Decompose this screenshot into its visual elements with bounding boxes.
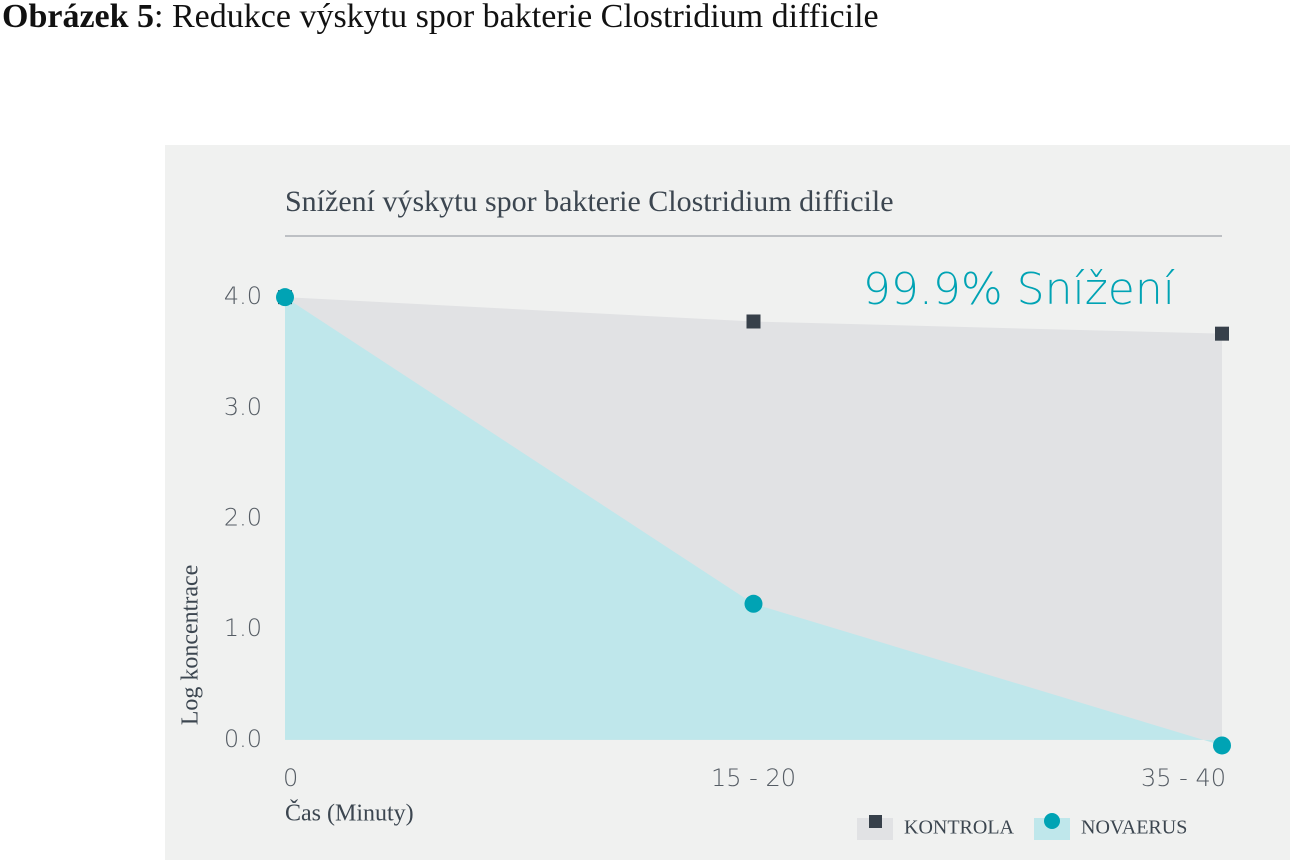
y-tick-label: 1.0 xyxy=(224,614,262,642)
caption-label: Obrázek 5 xyxy=(2,0,155,35)
legend-marker xyxy=(869,815,882,828)
legend-label: KONTROLA xyxy=(904,817,1015,839)
marker xyxy=(1213,736,1231,755)
caption-text: : Redukce výskytu spor bakterie Clostrid… xyxy=(154,0,879,35)
legend-marker xyxy=(1044,813,1060,829)
y-tick-label: 3.0 xyxy=(224,393,262,421)
y-tick-label: 2.0 xyxy=(224,504,262,532)
chart-title: Snížení výskytu spor bakterie Clostridiu… xyxy=(285,185,894,218)
marker xyxy=(746,314,761,329)
x-tick-label: 35 - 40 xyxy=(1141,764,1226,792)
marker xyxy=(1215,326,1229,341)
x-axis-label: Čas (Minuty) xyxy=(285,800,414,827)
area xyxy=(285,297,1222,746)
figure-caption: Obrázek 5: Redukce výskytu spor bakterie… xyxy=(2,0,879,36)
legend-swatch xyxy=(857,818,893,840)
marker xyxy=(744,594,763,613)
x-tick-label: 0 xyxy=(283,764,298,792)
y-tick-label: 4.0 xyxy=(224,282,262,310)
annotation: 99.9% Snížení xyxy=(863,264,1175,315)
legend-label: NOVAERUS xyxy=(1081,817,1187,839)
x-tick-label: 15 - 20 xyxy=(711,764,796,792)
marker xyxy=(276,288,294,307)
y-tick-label: 0.0 xyxy=(224,725,262,753)
y-axis-label: Log koncentrace xyxy=(178,565,204,726)
